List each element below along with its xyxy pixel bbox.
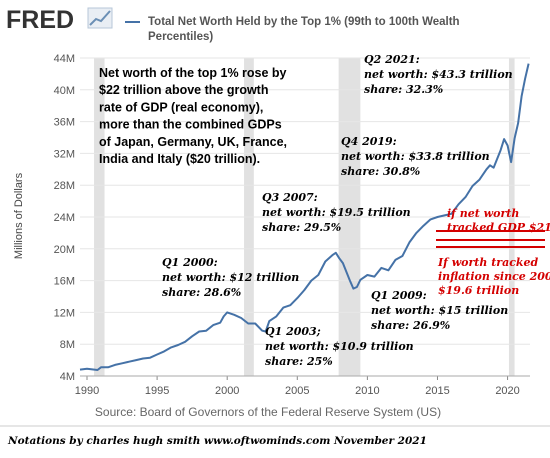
x-tick-label: 2005 (285, 385, 309, 397)
annotation-line: Q2 2021: (364, 53, 420, 66)
annotation-line: inflation since 2000: (438, 270, 550, 283)
annotation-q1-2000: Q1 2000: net worth: $12 trillion share: 28… (162, 256, 299, 299)
fred-logo: FRED (6, 6, 74, 34)
annotation-line: net worth: $33.8 trillion (341, 150, 490, 163)
annotation-line: share: 30.8% (341, 165, 420, 178)
annotation-q1-2009: Q1 2009: net worth: $15 trillion share: 26… (371, 289, 508, 332)
x-tick-label: 2015 (425, 385, 449, 397)
y-tick-label: 4M (60, 371, 75, 383)
x-tick-label: 2000 (215, 385, 239, 397)
annotation-line: Q1 2000: (162, 256, 218, 269)
annotation-line: share: 25% (265, 355, 333, 368)
x-tick-label: 2020 (495, 385, 519, 397)
annotation-line: $22 trillion above the growth (99, 83, 268, 97)
y-tick-label: 16M (54, 276, 75, 288)
y-tick-label: 44M (54, 53, 75, 65)
annotation-line: Q4 2019: (341, 135, 397, 148)
annotation-line: net worth: $15 trillion (371, 304, 508, 317)
annotation-line: rate of GDP (real economy), (99, 100, 263, 114)
legend-label-line1: Total Net Worth Held by the Top 1% (99th… (148, 16, 460, 28)
annotation-line: share: 28.6% (162, 286, 241, 299)
footer-credit: Notations by charles hugh smith www.oftw… (7, 435, 427, 447)
annotation-line: Q1 2003; (265, 325, 321, 338)
annotation-line: If worth tracked (437, 256, 539, 269)
annotation-line: if net worth (447, 207, 519, 220)
annotation-line: net worth: $43.3 trillion (364, 68, 513, 81)
y-tick-label: 32M (54, 148, 75, 160)
y-tick-label: 40M (54, 85, 75, 97)
series-area (79, 63, 530, 371)
x-tick-label: 1995 (145, 385, 169, 397)
x-tick-label: 1990 (75, 385, 99, 397)
x-tick-label: 2010 (355, 385, 379, 397)
annotation-line: Q1 2009: (371, 289, 427, 302)
annotation-line: of Japan, Germany, UK, France, (99, 135, 287, 149)
y-tick-label: 8M (60, 339, 75, 351)
annotations: Net worth of the top 1% rose by $22 trill… (99, 53, 550, 368)
y-tick-label: 20M (54, 244, 75, 256)
legend-label-line2: Percentiles) (148, 31, 213, 43)
annotation-q2-2021: Q2 2021: net worth: $43.3 trillion share: … (364, 53, 513, 96)
annotation-line: Q3 2007: (262, 191, 318, 204)
annotation-q1-2003: Q1 2003; net worth: $10.9 trillion share: … (265, 325, 414, 368)
annotation-q4-2019: Q4 2019: net worth: $33.8 trillion share: … (341, 135, 490, 178)
annotation-line: net worth: $19.5 trillion (262, 206, 411, 219)
summary-annotation: Net worth of the top 1% rose by $22 trill… (99, 66, 287, 166)
source-note: Source: Board of Governors of the Federa… (95, 405, 441, 419)
annotation-line: tracked GDP $21T (447, 221, 550, 234)
annotation-line: share: 26.9% (371, 319, 450, 332)
series-line (79, 63, 530, 371)
annotation-line: India and Italy ($20 trillion). (99, 152, 260, 166)
y-tick-label: 24M (54, 212, 75, 224)
y-tick-label: 28M (54, 180, 75, 192)
y-axis-label: Millions of Dollars (13, 172, 25, 259)
annotation-line: share: 29.5% (262, 221, 341, 234)
annotation-line: net worth: $10.9 trillion (265, 340, 414, 353)
fred-logo-graph-icon (87, 7, 113, 29)
annotation-line: more than the combined GDPs (99, 118, 282, 132)
annotation-line: Net worth of the top 1% rose by (99, 66, 287, 80)
annotation-line: $19.6 trillion (438, 284, 519, 297)
y-axis-ticks: 4M 8M 12M 16M 20M 24M 28M 32M 36M 40M 44M (54, 53, 75, 383)
annotation-line: share: 32.3% (364, 83, 443, 96)
y-tick-label: 12M (54, 307, 75, 319)
annotation-line: net worth: $12 trillion (162, 271, 299, 284)
annotation-q3-2007: Q3 2007: net worth: $19.5 trillion share: … (262, 191, 411, 234)
y-tick-label: 36M (54, 117, 75, 129)
x-axis-ticks: 1990 1995 2000 2005 2010 2015 2020 (75, 375, 530, 397)
